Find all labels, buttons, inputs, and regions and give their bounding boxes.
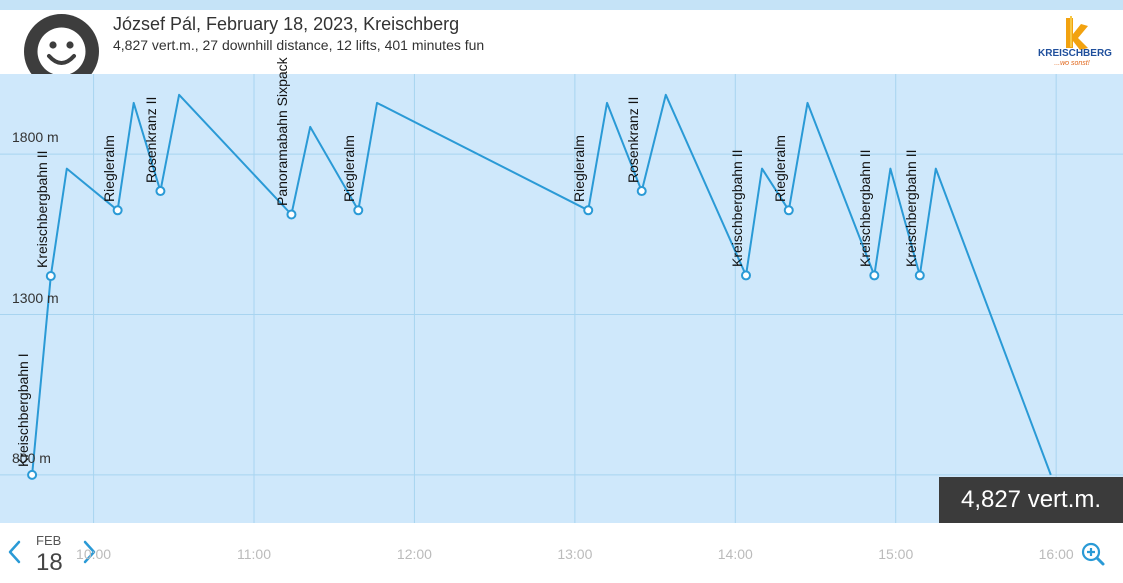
date-month: FEB xyxy=(36,533,62,548)
lift-label: Rosenkranz II xyxy=(624,96,641,184)
lift-marker xyxy=(112,205,123,216)
lift-label: Kreischbergbahn I xyxy=(15,353,32,467)
x-tick-label: 16:00 xyxy=(1038,546,1074,562)
date-day: 18 xyxy=(36,549,63,576)
lift-marker xyxy=(914,270,925,281)
top-strip xyxy=(0,0,1123,10)
lift-marker xyxy=(869,270,880,281)
lift-label: Rosenkranz II xyxy=(143,96,160,184)
x-tick-label: 12:00 xyxy=(396,546,432,562)
kreischberg-logo: KREISCHBERG ...wo sonst! xyxy=(1036,14,1114,70)
lift-label: Kreischbergbahn II xyxy=(33,150,50,269)
lift-marker xyxy=(636,186,647,197)
x-tick-label: 13:00 xyxy=(557,546,593,562)
lift-marker xyxy=(353,205,364,216)
lift-marker xyxy=(783,205,794,216)
chevron-right-icon xyxy=(83,540,96,564)
logo-name: KREISCHBERG xyxy=(1038,48,1112,59)
y-tick-label: 800 m xyxy=(12,449,51,466)
lift-label: Riegleralm xyxy=(341,135,358,203)
lift-label: Kreischbergbahn II xyxy=(857,149,874,268)
altitude-series-line xyxy=(31,93,1052,476)
prev-day-button[interactable] xyxy=(2,537,28,567)
lift-label: Riegleralm xyxy=(771,135,788,203)
altitude-chart xyxy=(0,74,1123,523)
x-tick-label: 15:00 xyxy=(878,546,914,562)
altitude-chart-svg xyxy=(0,74,1123,523)
y-tick-label: 1300 m xyxy=(12,289,59,306)
x-tick-label: 11:00 xyxy=(237,546,271,562)
zoom-in-icon xyxy=(1081,542,1105,566)
lift-marker xyxy=(45,271,56,282)
lift-marker xyxy=(740,270,751,281)
total-vertical-badge: 4,827 vert.m. xyxy=(939,477,1123,523)
chevron-left-icon xyxy=(8,540,21,564)
lift-label: Kreischbergbahn II xyxy=(902,149,919,268)
x-tick-label: 14:00 xyxy=(717,546,753,562)
logo-tagline: ...wo sonst! xyxy=(1054,60,1089,67)
header xyxy=(0,10,1123,74)
y-tick-label: 1800 m xyxy=(12,129,59,146)
lift-marker xyxy=(155,186,166,197)
x-tick-label: 10:00 xyxy=(76,546,112,562)
lift-marker xyxy=(583,205,594,216)
zoom-in-button[interactable] xyxy=(1080,541,1106,567)
page-title: József Pál, February 18, 2023, Kreischbe… xyxy=(113,14,460,34)
smiley-face-icon xyxy=(37,27,86,76)
lift-label: Kreischbergbahn II xyxy=(728,149,745,268)
lift-label: Riegleralm xyxy=(571,135,588,203)
lift-label: Panoramabahn Sixpack xyxy=(274,57,291,207)
next-day-button[interactable] xyxy=(76,537,102,567)
lift-marker xyxy=(27,469,38,480)
page-subtitle: 4,827 vert.m., 27 downhill distance, 12 … xyxy=(113,37,485,53)
lift-label: Riegleralm xyxy=(100,135,117,203)
timeline-footer: FEB 18 10:00 11:00 12:00 13:00 14:00 15:00 16:… xyxy=(0,523,1123,583)
lift-marker xyxy=(286,209,297,220)
